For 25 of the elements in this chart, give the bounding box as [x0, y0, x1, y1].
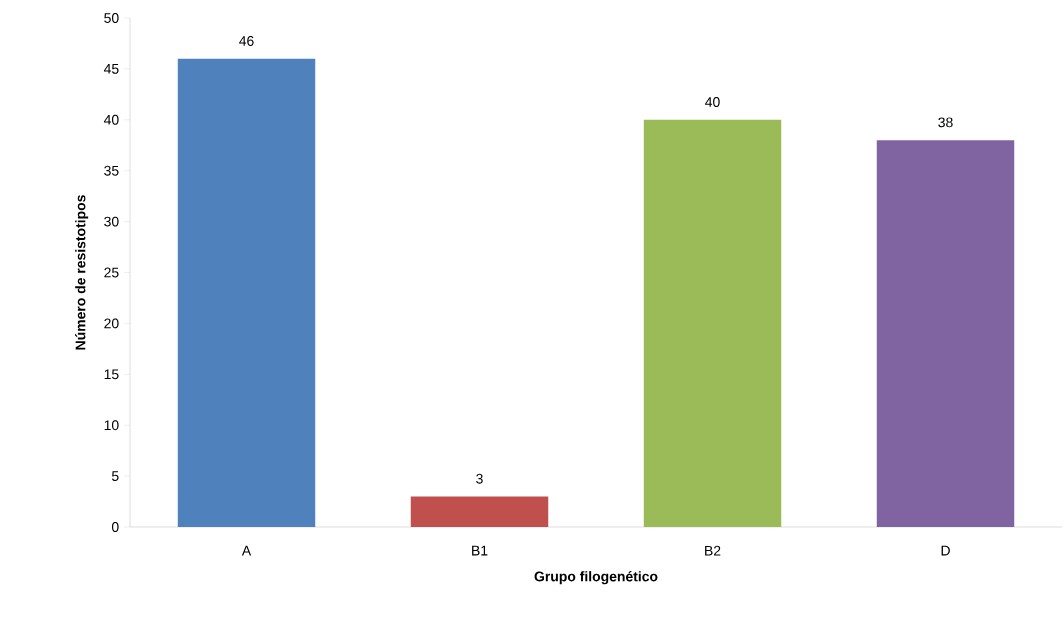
x-tick-label: A [241, 545, 252, 556]
y-tick-label: 45 [103, 64, 119, 74]
x-tick-label: B2 [705, 545, 721, 556]
data-label: 40 [705, 97, 720, 107]
x-tick-label: B1 [472, 545, 488, 556]
y-tick-label: 30 [104, 216, 119, 227]
y-axis-title: Número de resistotipos [75, 195, 89, 350]
y-tick-label: 10 [104, 420, 119, 431]
bar [410, 496, 549, 527]
data-label: 46 [239, 36, 254, 46]
y-tick-label: 50 [104, 13, 119, 23]
x-tick-label: D [941, 545, 950, 556]
y-tick-label: 40 [103, 114, 119, 125]
data-label: 3 [476, 473, 483, 484]
bar [876, 140, 1015, 527]
y-tick-label: 5 [111, 471, 119, 481]
data-label: 38 [938, 117, 953, 128]
y-tick-label: 25 [104, 267, 119, 278]
y-tick-label: 35 [104, 165, 119, 176]
x-axis-title: Grupo filogenético [534, 571, 658, 585]
bar [177, 58, 316, 527]
y-tick-label: 0 [111, 522, 119, 532]
y-tick-label: 20 [104, 318, 119, 329]
bar [643, 119, 782, 527]
y-tick-label: 15 [104, 369, 119, 380]
